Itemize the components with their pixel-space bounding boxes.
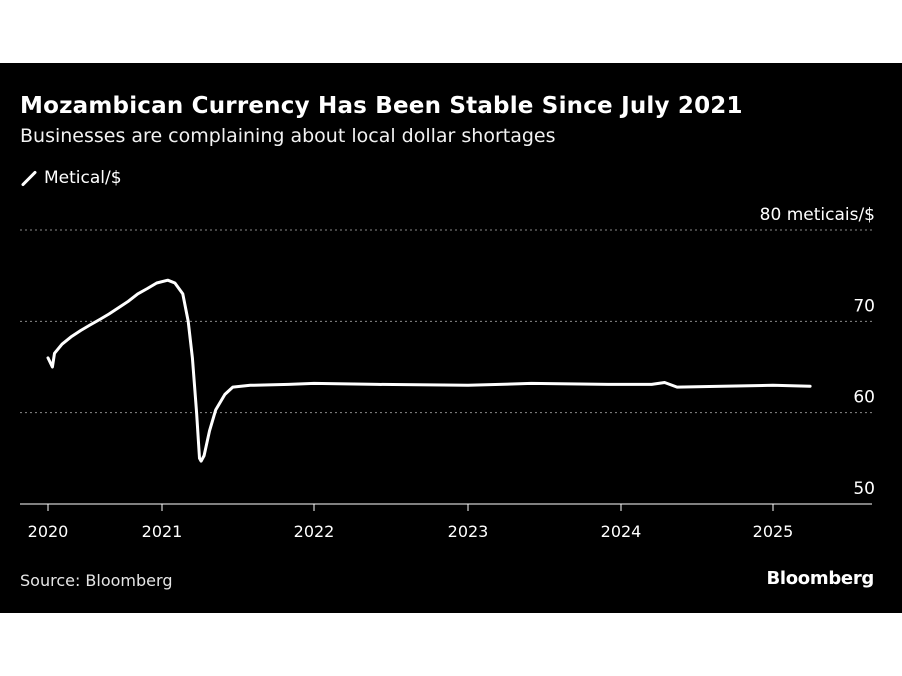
y-tick-label-50: 50 <box>853 479 875 499</box>
chart-subtitle: Businesses are complaining about local d… <box>20 125 556 147</box>
y-tick-label-80: 80 meticais/$ <box>760 205 875 225</box>
x-tick-label-2020: 2020 <box>28 522 69 541</box>
x-tick-label-2024: 2024 <box>601 522 642 541</box>
y-tick-label-70: 70 <box>853 296 875 316</box>
x-tick-label-2022: 2022 <box>294 522 335 541</box>
x-tick-label-2021: 2021 <box>142 522 183 541</box>
x-tick-label-2025: 2025 <box>753 522 794 541</box>
x-tick-label-2023: 2023 <box>448 522 489 541</box>
line-chart: 50 60 70 80 meticais/$ 2020 2021 2022 2023 2024 2… <box>20 205 875 541</box>
brand-logo: Bloomberg <box>766 568 874 589</box>
legend: Metical/$ <box>20 168 122 188</box>
chart-card: Mozambican Currency Has Been Stable Sinc… <box>0 63 902 613</box>
source-note: Source: Bloomberg <box>20 571 173 590</box>
chart-title: Mozambican Currency Has Been Stable Sinc… <box>20 93 743 119</box>
legend-label: Metical/$ <box>44 168 122 188</box>
y-tick-label-60: 60 <box>853 388 875 408</box>
series-line-0 <box>46 278 812 463</box>
